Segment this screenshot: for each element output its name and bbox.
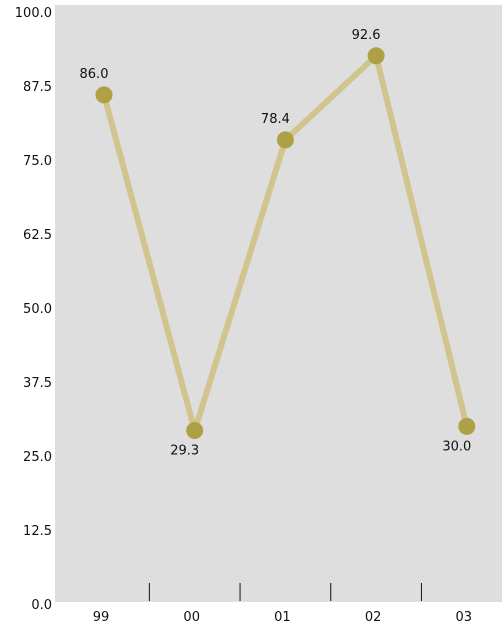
y-tick-label: 37.5 [23, 376, 52, 391]
data-label: 78.4 [261, 112, 290, 127]
y-tick-label: 0.0 [31, 598, 52, 613]
y-axis: 0.0 12.5 25.0 37.5 50.0 62.5 75.0 87.5 100.0 [15, 6, 52, 613]
data-point [95, 86, 113, 104]
x-axis: 99 00 01 02 03 [93, 583, 472, 625]
data-point [367, 47, 385, 65]
y-tick-label: 100.0 [15, 6, 52, 21]
x-tick-label: 00 [183, 610, 200, 625]
y-tick-label: 62.5 [23, 228, 52, 243]
x-tick-label: 03 [456, 610, 473, 625]
x-tick-label: 99 [93, 610, 110, 625]
data-points [95, 47, 476, 440]
data-label: 30.0 [442, 439, 471, 454]
data-label: 86.0 [80, 67, 109, 82]
y-tick-label: 12.5 [23, 524, 52, 539]
y-tick-label: 50.0 [23, 302, 52, 317]
plot-background [55, 5, 502, 602]
y-tick-label: 87.5 [23, 80, 52, 95]
data-point [458, 417, 476, 435]
x-tick-label: 02 [365, 610, 382, 625]
y-tick-label: 25.0 [23, 450, 52, 465]
data-point [276, 131, 294, 149]
data-labels: 86.0 29.3 78.4 92.6 30.0 [80, 28, 472, 459]
data-label: 29.3 [170, 444, 199, 459]
y-tick-label: 75.0 [23, 154, 52, 169]
data-point [186, 422, 204, 440]
data-label: 92.6 [352, 28, 381, 43]
x-tick-label: 01 [274, 610, 291, 625]
